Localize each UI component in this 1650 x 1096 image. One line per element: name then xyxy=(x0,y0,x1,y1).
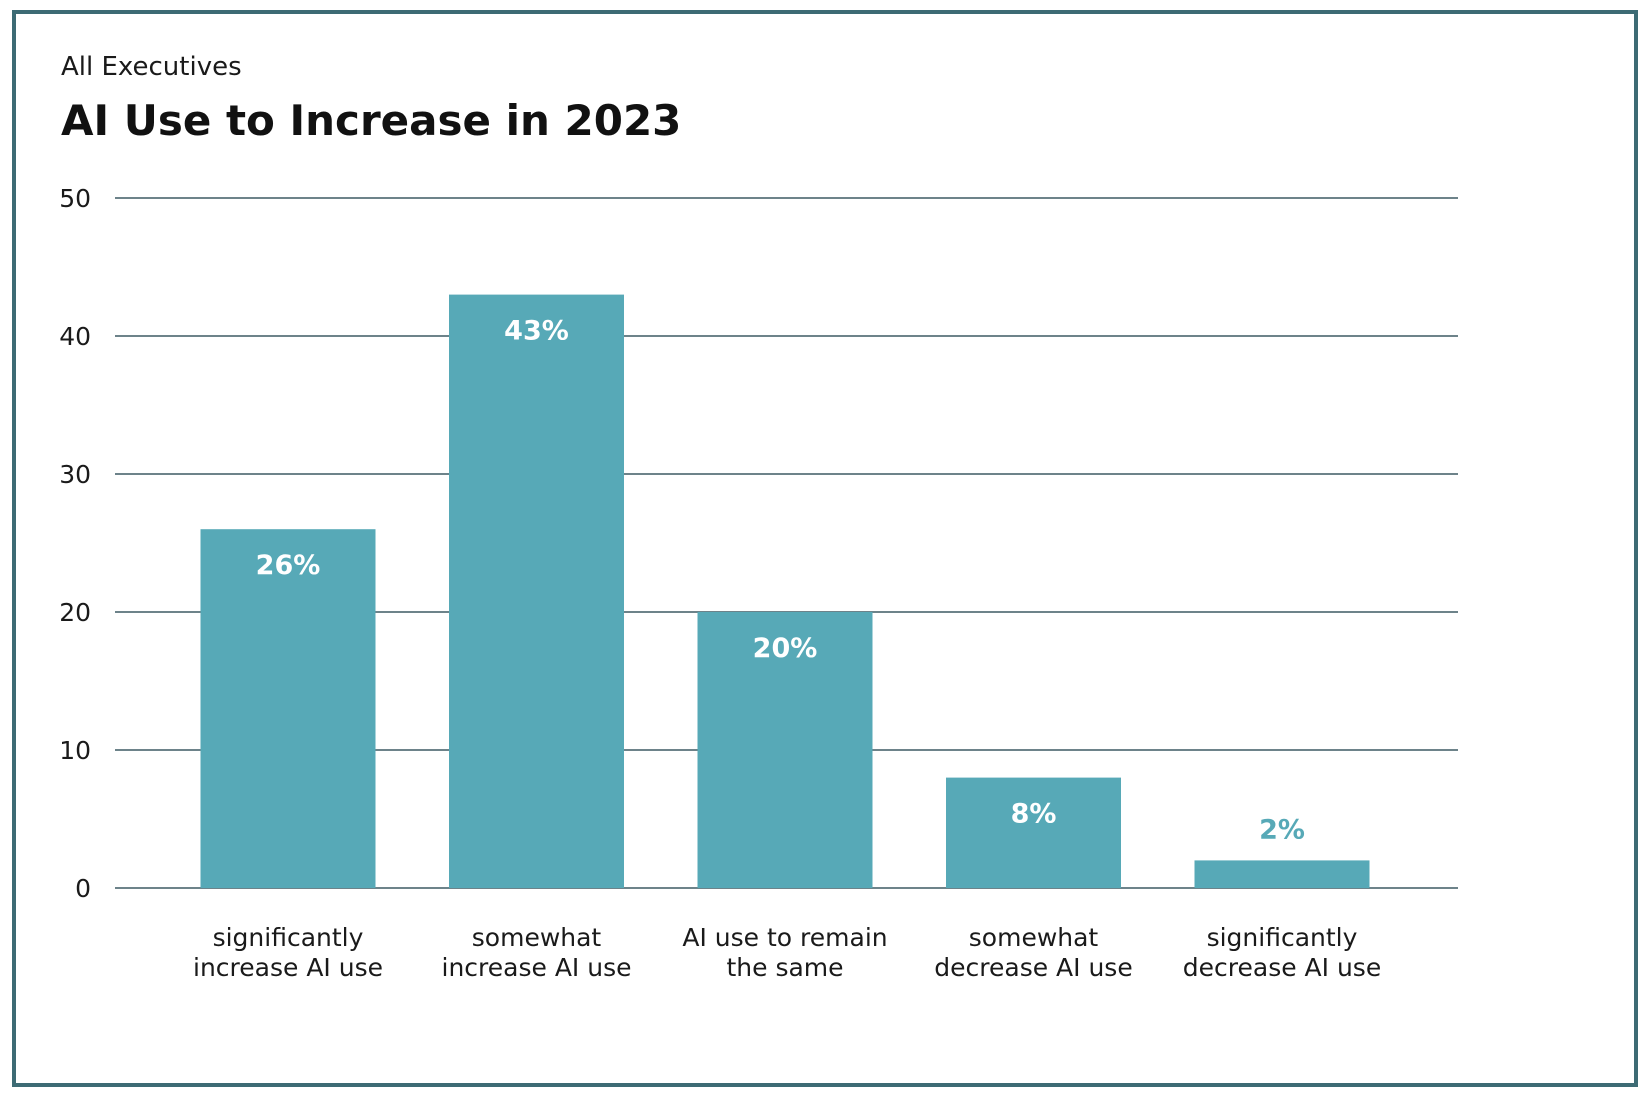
x-tick-label: somewhat xyxy=(969,923,1099,952)
x-tick-label: increase AI use xyxy=(442,953,632,982)
x-tick-label: AI use to remain xyxy=(682,923,887,952)
bar xyxy=(200,529,376,888)
data-label: 8% xyxy=(1011,799,1057,830)
data-label: 20% xyxy=(753,633,818,664)
y-tick-label: 30 xyxy=(59,460,91,489)
bar xyxy=(697,612,873,888)
data-label: 2% xyxy=(1259,814,1305,845)
x-tick-label: increase AI use xyxy=(193,953,383,982)
y-tick-label: 40 xyxy=(59,322,91,351)
data-label: 43% xyxy=(504,316,569,347)
chart-title: AI Use to Increase in 2023 xyxy=(61,96,682,145)
x-tick-label: decrease AI use xyxy=(934,953,1132,982)
y-tick-label: 20 xyxy=(59,598,91,627)
data-label: 26% xyxy=(256,550,321,581)
bar xyxy=(946,777,1121,888)
x-tick-label: the same xyxy=(726,953,843,982)
y-tick-label: 50 xyxy=(59,184,91,213)
chart-subtitle: All Executives xyxy=(61,52,242,82)
y-tick-label: 0 xyxy=(75,874,91,903)
y-tick-label: 10 xyxy=(59,736,91,765)
bar xyxy=(449,294,624,889)
x-tick-label: decrease AI use xyxy=(1183,953,1381,982)
bar xyxy=(1194,860,1370,888)
x-tick-label: somewhat xyxy=(472,923,602,952)
x-tick-label: significantly xyxy=(1207,923,1358,952)
x-tick-label: significantly xyxy=(213,923,364,952)
